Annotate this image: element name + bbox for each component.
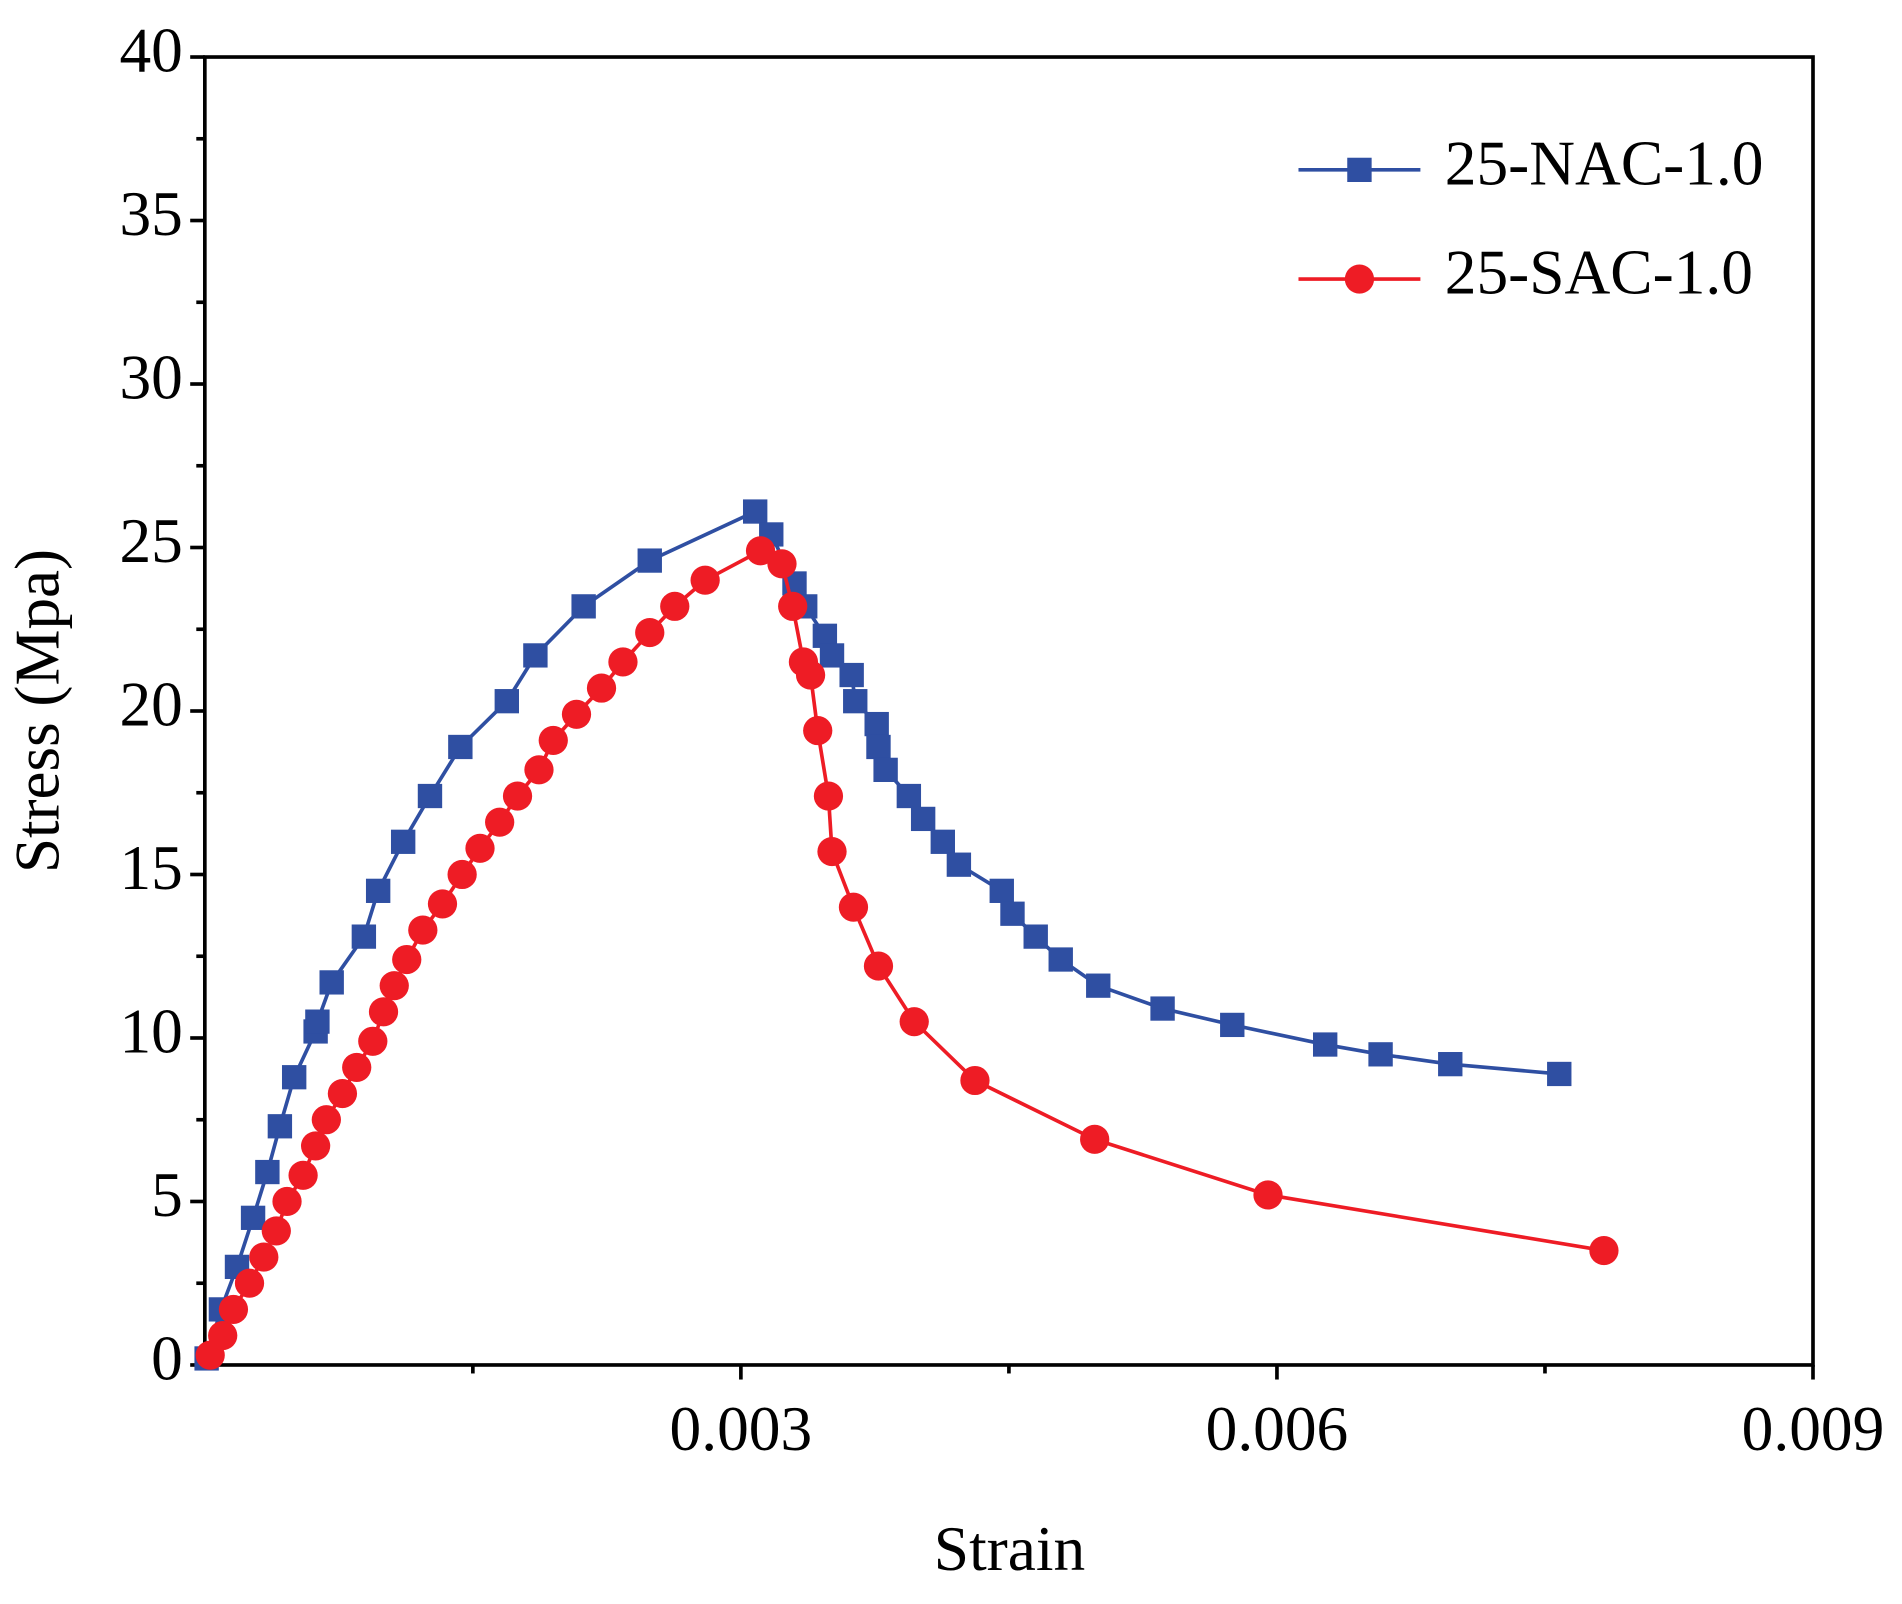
marker [1048, 947, 1073, 972]
x-tick-label: 0.003 [670, 1394, 813, 1464]
marker [1547, 1061, 1572, 1087]
marker [1086, 973, 1111, 998]
marker [465, 833, 495, 863]
marker [379, 971, 409, 1001]
marker [989, 878, 1014, 903]
marker [813, 781, 844, 811]
marker [448, 734, 473, 760]
x-tick-label: 0.009 [1742, 1394, 1885, 1464]
marker [817, 837, 847, 867]
marker [358, 1026, 388, 1056]
marker [427, 889, 458, 919]
marker [365, 878, 391, 903]
marker [803, 716, 833, 746]
y-tick-label: 15 [119, 833, 182, 903]
marker [571, 594, 596, 619]
marker [838, 892, 869, 922]
marker [523, 643, 548, 668]
marker [608, 647, 638, 677]
y-axis-label: Stress (Mpa) [2, 549, 72, 873]
marker [1312, 1032, 1338, 1057]
marker [281, 1065, 307, 1090]
marker [208, 1320, 238, 1351]
marker [390, 829, 416, 854]
marker [1344, 264, 1375, 294]
marker [327, 1079, 358, 1109]
marker [288, 1160, 318, 1190]
marker [899, 1007, 929, 1037]
marker [392, 944, 422, 975]
marker [637, 548, 662, 573]
marker [417, 783, 443, 809]
marker [502, 781, 533, 811]
marker [267, 1114, 293, 1139]
marker [240, 1205, 266, 1230]
legend-label: 25-NAC-1.0 [1445, 128, 1764, 198]
marker [1589, 1235, 1619, 1266]
marker [767, 549, 797, 579]
marker [342, 1052, 372, 1082]
marker [1368, 1042, 1393, 1067]
marker [368, 997, 399, 1027]
y-tick-label: 10 [119, 997, 182, 1067]
y-tick-label: 25 [119, 506, 182, 576]
marker [524, 755, 554, 785]
marker [873, 757, 898, 782]
marker [1023, 924, 1048, 949]
y-tick-label: 40 [119, 16, 182, 86]
marker [910, 806, 936, 832]
marker [866, 734, 891, 760]
marker [1253, 1180, 1283, 1210]
marker [319, 970, 344, 995]
marker [843, 689, 868, 714]
marker [745, 536, 776, 566]
marker [1150, 996, 1175, 1021]
marker [218, 1294, 249, 1324]
marker [494, 689, 520, 714]
marker [690, 565, 720, 595]
marker [1000, 901, 1025, 926]
marker [538, 725, 568, 755]
marker [960, 1065, 990, 1096]
y-tick-label: 5 [151, 1160, 183, 1230]
y-tick-label: 20 [119, 670, 182, 740]
marker [635, 617, 665, 648]
marker [896, 783, 922, 809]
marker [1347, 157, 1372, 182]
marker [351, 924, 377, 949]
y-tick-label: 0 [151, 1324, 183, 1394]
marker [1220, 1012, 1245, 1038]
marker [1438, 1052, 1463, 1077]
marker [1080, 1124, 1110, 1154]
marker [485, 807, 515, 837]
marker [839, 662, 864, 688]
marker [272, 1186, 302, 1217]
marker [930, 829, 955, 854]
marker [447, 859, 477, 890]
marker [408, 915, 438, 945]
x-axis-label: Strain [934, 1514, 1085, 1584]
marker [778, 591, 808, 621]
marker [863, 951, 894, 981]
marker [305, 1009, 330, 1034]
marker [234, 1268, 265, 1298]
marker [660, 591, 690, 621]
marker [311, 1105, 341, 1135]
marker [946, 852, 972, 877]
y-tick-label: 30 [119, 343, 182, 413]
marker [561, 699, 592, 729]
marker [864, 711, 889, 737]
marker [795, 660, 826, 690]
marker [249, 1242, 279, 1272]
marker [300, 1131, 331, 1161]
marker [255, 1159, 280, 1185]
marker [586, 673, 617, 703]
x-tick-label: 0.006 [1206, 1394, 1349, 1464]
legend-label: 25-SAC-1.0 [1445, 238, 1753, 308]
marker [742, 499, 768, 524]
marker [261, 1216, 291, 1246]
y-tick-label: 35 [119, 179, 182, 249]
